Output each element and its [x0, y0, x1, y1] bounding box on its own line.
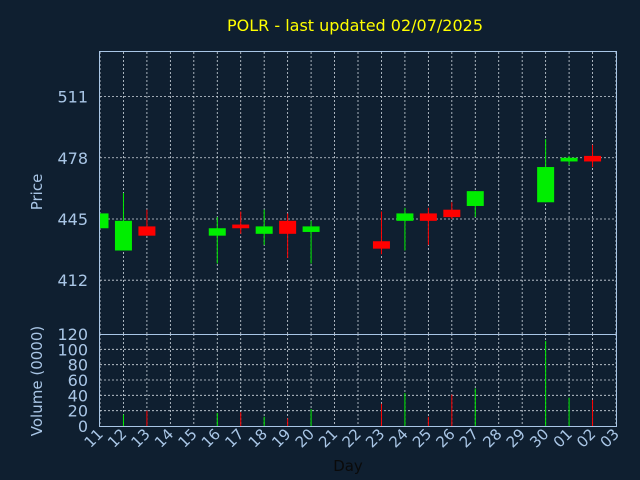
- candle-body: [114, 220, 132, 251]
- candle-body: [560, 157, 578, 162]
- price-tick-label: 478: [57, 149, 88, 168]
- volume-tick-label: 40: [68, 386, 88, 405]
- x-tick-label: 19: [268, 425, 294, 451]
- volume-tick-label: 100: [57, 340, 88, 359]
- volume-tick-label: 60: [68, 371, 88, 390]
- candle-body: [443, 209, 461, 218]
- x-tick-label: 27: [456, 425, 482, 451]
- x-tick-label: 03: [597, 425, 623, 451]
- x-tick-label: 30: [526, 425, 552, 451]
- x-tick-label: 29: [503, 425, 529, 451]
- candle-body: [208, 228, 226, 236]
- chart-title: POLR - last updated 02/07/2025: [227, 16, 483, 35]
- price-y-ticks: 412 445 478 511: [57, 88, 88, 291]
- x-tick-label: 18: [245, 425, 271, 451]
- volume-axis-label: Volume (0000): [28, 326, 46, 436]
- x-tick-label: 28: [479, 425, 505, 451]
- volume-tick-label: 120: [57, 325, 88, 344]
- x-tick-label: 20: [292, 425, 318, 451]
- x-axis-ticks: 1112131415161718192021222324252627282930…: [81, 425, 623, 451]
- x-tick-label: 17: [221, 425, 247, 451]
- candle-body: [232, 224, 250, 229]
- candle-body: [302, 226, 320, 232]
- candle-body: [138, 226, 156, 236]
- x-tick-label: 21: [315, 425, 341, 451]
- price-panel: 412 445 478 511 Price: [28, 51, 617, 335]
- x-tick-label: 22: [339, 425, 365, 451]
- candle-body: [466, 191, 484, 206]
- x-tick-label: 23: [362, 425, 388, 451]
- x-axis-label: Day: [333, 457, 363, 475]
- volume-tick-label: 0: [78, 417, 88, 436]
- candle-body: [100, 213, 109, 229]
- candle-body: [279, 220, 297, 234]
- x-tick-label: 24: [386, 425, 412, 451]
- price-tick-label: 412: [57, 271, 88, 290]
- x-tick-label: 25: [409, 425, 435, 451]
- x-tick-label: 12: [104, 425, 130, 451]
- price-tick-label: 511: [57, 88, 88, 107]
- volume-grid: [99, 334, 617, 426]
- x-tick-label: 15: [174, 425, 200, 451]
- x-tick-label: 14: [151, 425, 177, 451]
- volume-tick-label: 80: [68, 356, 88, 375]
- volume-tick-label: 20: [68, 402, 88, 421]
- candle-body: [584, 155, 602, 162]
- x-tick-label: 02: [573, 425, 599, 451]
- x-tick-label: 26: [432, 425, 458, 451]
- x-tick-label: 13: [128, 425, 154, 451]
- x-tick-label: 01: [550, 425, 576, 451]
- price-axis-label: Price: [28, 174, 46, 211]
- volume-bars: [122, 340, 594, 426]
- candle-body: [396, 213, 414, 221]
- candle-body: [255, 226, 273, 234]
- candle-body: [419, 213, 437, 221]
- x-tick-label: 16: [198, 425, 224, 451]
- candle-body: [372, 241, 390, 249]
- price-tick-label: 445: [57, 210, 88, 229]
- candle-body: [537, 167, 555, 203]
- volume-panel-frame: [99, 334, 617, 427]
